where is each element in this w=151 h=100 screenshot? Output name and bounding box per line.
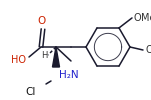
Text: HO: HO xyxy=(11,55,26,65)
Text: Cl: Cl xyxy=(26,87,36,97)
Text: O: O xyxy=(37,16,45,26)
Text: Me: Me xyxy=(141,13,151,23)
Text: H₂N: H₂N xyxy=(59,70,79,80)
Polygon shape xyxy=(53,47,59,67)
Text: O: O xyxy=(145,45,151,55)
Text: O: O xyxy=(134,13,142,23)
Text: H: H xyxy=(41,52,47,60)
